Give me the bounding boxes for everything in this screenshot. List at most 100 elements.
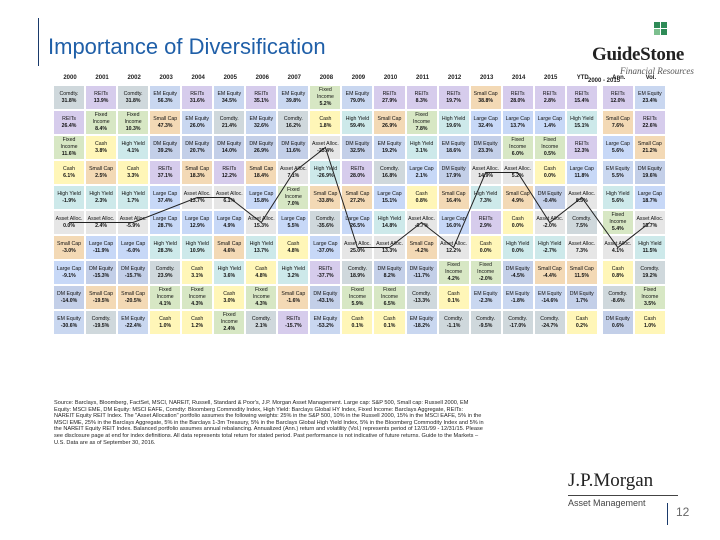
cell-asset-label: Fixed Income xyxy=(348,287,366,300)
asset-class-cell: High Yield -1.9% xyxy=(54,186,85,209)
cell-return-value: 28.3% xyxy=(157,248,173,254)
asset-class-cell: Comdty. 23.9% xyxy=(150,261,181,284)
asset-class-cell: DM Equity 32.5% xyxy=(342,136,373,159)
asset-class-cell: Large Cap 37.4% xyxy=(150,186,181,209)
cell-asset-label: Large Cap xyxy=(88,240,114,247)
cell-asset-label: Comdty. xyxy=(251,315,271,322)
cell-return-value: 15.3% xyxy=(253,223,269,229)
cell-asset-label: EM Equity xyxy=(473,290,498,297)
year-header-cell: 2000 xyxy=(63,75,77,81)
cell-asset-label: Comdty. xyxy=(91,315,111,322)
asset-class-cell: Fixed Income 4.1% xyxy=(150,286,181,309)
cell-return-value: 8.2% xyxy=(383,273,396,279)
cell-asset-label: Comdty. xyxy=(508,315,528,322)
asset-class-cell: Cash 3.0% xyxy=(214,286,245,309)
cell-asset-label: REITs xyxy=(510,90,525,97)
cell-return-value: -24.7% xyxy=(541,323,558,329)
cell-asset-label: DM Equity xyxy=(537,190,562,197)
cell-asset-label: REITs xyxy=(446,90,461,97)
asset-class-cell: DM Equity 19.6% xyxy=(634,161,665,184)
cell-return-value: 6.1% xyxy=(63,173,75,179)
asset-class-cell: High Yield -26.9% xyxy=(310,161,341,184)
asset-class-cell: Cash 0.0% xyxy=(502,211,533,234)
asset-class-cell: Fixed Income 5.4% xyxy=(602,211,633,234)
cell-asset-label: Cash xyxy=(643,315,656,322)
cell-return-value: 32.5% xyxy=(350,148,365,154)
cell-asset-label: DM Equity xyxy=(377,265,402,272)
asset-class-cell: EM Equity -2.3% xyxy=(470,286,501,309)
asset-class-cell: Cash 4.8% xyxy=(246,261,277,284)
asset-class-cell: Asset Alloc. 15.3% xyxy=(246,211,277,234)
cell-asset-label: Large Cap xyxy=(505,115,530,122)
asset-class-cell: Asset Alloc. -0.7% xyxy=(406,211,437,234)
cell-return-value: -9.5% xyxy=(478,323,493,329)
cell-return-value: 7.6% xyxy=(611,123,624,129)
asset-class-cell: EM Equity 56.3% xyxy=(150,86,181,109)
asset-class-cell: Asset Alloc. 14.9% xyxy=(470,161,501,184)
cell-return-value: -2.3% xyxy=(478,298,493,304)
asset-class-cell: Cash 1.0% xyxy=(150,311,181,334)
cell-return-value: -9.1% xyxy=(62,273,76,279)
cell-return-value: 26.9% xyxy=(253,148,269,154)
cell-asset-label: High Yield xyxy=(570,115,594,122)
cell-asset-label: Cash xyxy=(95,140,108,147)
cell-return-value: 7.8% xyxy=(415,126,428,133)
cell-return-value: -1.1% xyxy=(446,323,461,329)
asset-class-cell: Asset Alloc. 25.0% xyxy=(342,236,373,259)
cell-return-value: 4.6% xyxy=(223,248,236,254)
asset-class-cell: High Yield 59.4% xyxy=(342,111,373,134)
asset-class-cell: Fixed Income -2.0% xyxy=(470,261,501,284)
cell-return-value: 12.9% xyxy=(189,223,205,229)
cell-return-value: 16.8% xyxy=(382,173,397,179)
asset-class-cell: Cash 0.2% xyxy=(566,311,597,334)
year-header-cell: Ann. xyxy=(612,75,626,81)
cell-asset-label: Fixed Income xyxy=(316,87,334,100)
cell-asset-label: Large Cap xyxy=(637,190,662,197)
asset-class-cell: High Yield 3.1% xyxy=(406,136,437,159)
cell-return-value: 13.9% xyxy=(93,98,109,104)
asset-class-cell: Asset Alloc. 8.5% xyxy=(566,186,597,209)
cell-asset-label: DM Equity xyxy=(313,290,338,297)
cell-return-value: -6.0% xyxy=(126,248,140,254)
cell-return-value: 8.5% xyxy=(575,198,588,204)
year-header-cell: 2007 xyxy=(287,75,302,81)
cell-asset-label: REITs xyxy=(350,165,365,172)
cell-asset-label: Asset Alloc. xyxy=(87,215,115,222)
cell-return-value: 79.0% xyxy=(350,98,365,104)
asset-class-cell: Fixed Income 4.2% xyxy=(438,261,469,284)
cell-return-value: 19.7% xyxy=(446,98,461,104)
cell-asset-label: Small Cap xyxy=(377,115,402,122)
asset-class-cell: REITs 37.1% xyxy=(150,161,181,184)
asset-class-cell: Asset Alloc. -5.9% xyxy=(118,211,149,234)
year-header-cell: 2010 xyxy=(383,75,398,81)
cell-return-value: 0.6% xyxy=(611,323,624,329)
cell-return-value: -15.7% xyxy=(124,273,142,279)
asset-class-cell: Cash 1.0% xyxy=(634,311,665,334)
asset-class-cell: REITs 28.0% xyxy=(342,161,373,184)
cell-return-value: 16.2% xyxy=(285,123,301,129)
asset-class-cell: DM Equity -15.7% xyxy=(118,261,149,284)
cell-return-value: 0.1% xyxy=(447,298,460,304)
asset-class-cell: Fixed Income 5.9% xyxy=(342,286,373,309)
cell-return-value: 34.5% xyxy=(221,98,237,104)
cell-return-value: -2.0% xyxy=(542,223,557,229)
cell-asset-label: Small Cap xyxy=(441,190,466,197)
asset-class-cell: High Yield 3.2% xyxy=(278,261,309,284)
asset-class-cell: Large Cap 13.7% xyxy=(502,111,533,134)
cell-return-value: 2.1% xyxy=(255,323,268,329)
cell-return-value: 4.8% xyxy=(255,273,268,279)
cell-asset-label: EM Equity xyxy=(638,90,662,97)
asset-class-cell: EM Equity -53.2% xyxy=(310,311,341,334)
cell-return-value: 1.0% xyxy=(643,323,656,329)
cell-asset-label: EM Equity xyxy=(281,90,306,97)
asset-class-cell: Cash 0.8% xyxy=(406,186,437,209)
asset-class-cell: DM Equity -11.7% xyxy=(406,261,437,284)
asset-class-cell: Large Cap 2.1% xyxy=(406,161,437,184)
asset-class-cell: Comdty. -9.5% xyxy=(470,311,501,334)
cell-asset-label: EM Equity xyxy=(57,315,81,322)
cell-return-value: 37.4% xyxy=(157,198,173,204)
asset-class-cell: DM Equity 23.3% xyxy=(470,136,501,159)
cell-asset-label: Fixed Income xyxy=(541,137,559,150)
asset-class-cell: Large Cap 15.1% xyxy=(374,186,405,209)
asset-class-cell: Comdty. -35.6% xyxy=(310,211,341,234)
